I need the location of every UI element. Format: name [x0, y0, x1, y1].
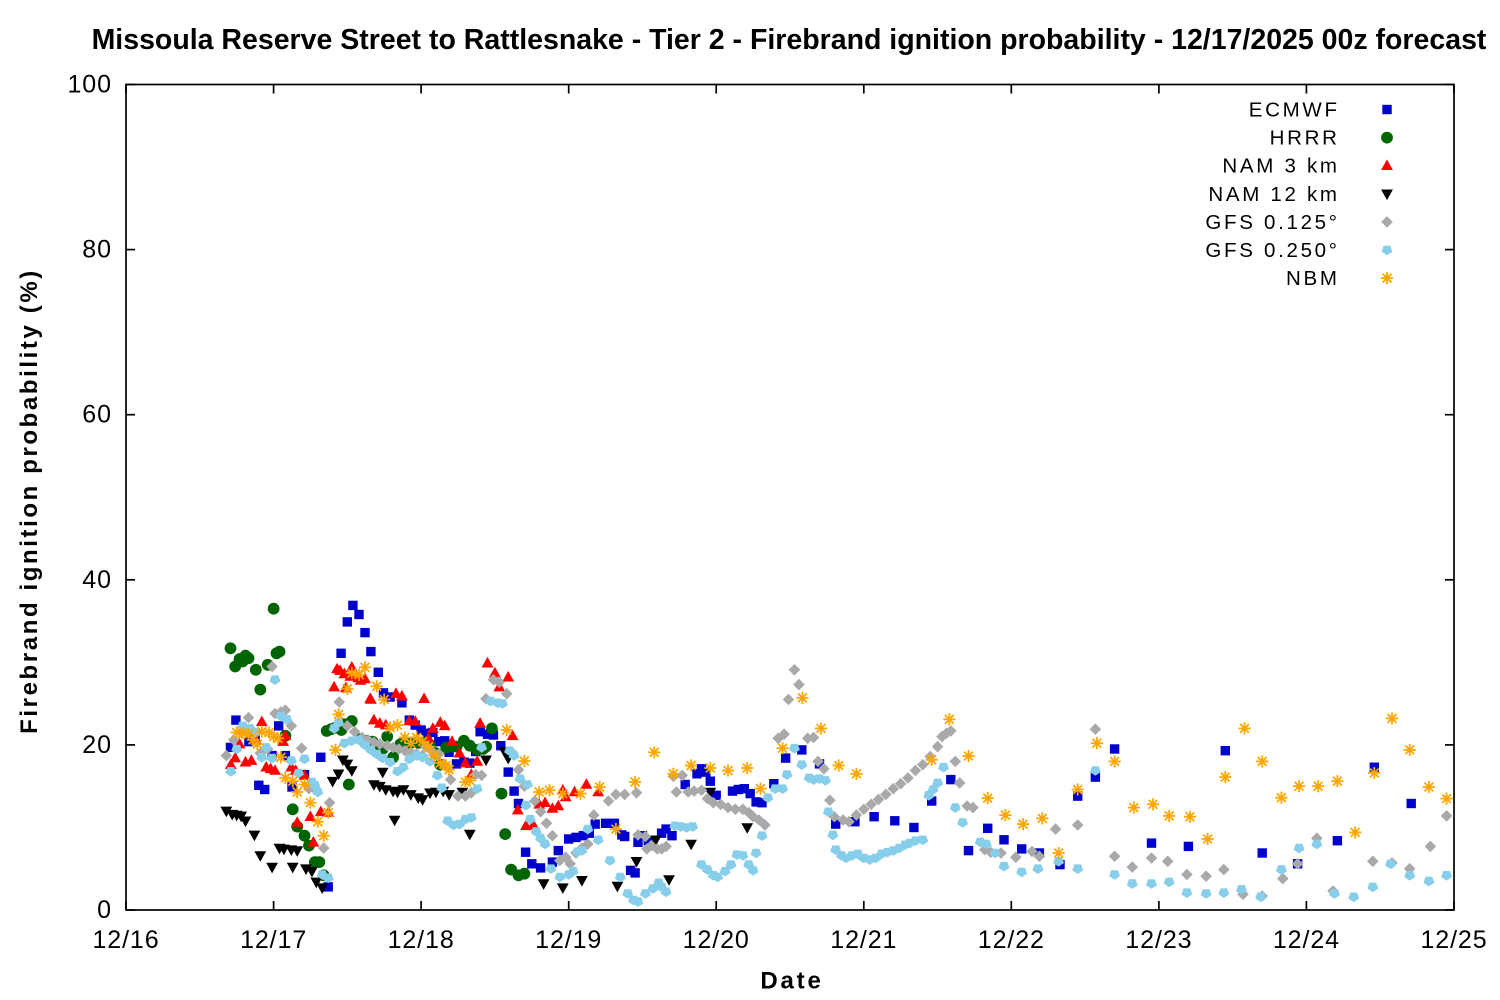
- svg-text:12/20: 12/20: [683, 926, 750, 954]
- svg-text:20: 20: [82, 731, 112, 759]
- svg-text:NBM: NBM: [1286, 267, 1340, 290]
- svg-text:HRRR: HRRR: [1270, 127, 1340, 150]
- svg-text:12/17: 12/17: [240, 926, 307, 954]
- svg-text:Date: Date: [760, 968, 823, 995]
- svg-text:12/19: 12/19: [535, 926, 602, 954]
- svg-text:Missoula Reserve Street to Rat: Missoula Reserve Street to Rattlesnake -…: [92, 24, 1487, 56]
- svg-text:12/23: 12/23: [1125, 926, 1192, 954]
- svg-text:12/16: 12/16: [92, 926, 159, 954]
- svg-text:12/21: 12/21: [830, 926, 897, 954]
- svg-text:100: 100: [67, 71, 111, 99]
- svg-text:0: 0: [97, 896, 112, 924]
- svg-text:12/18: 12/18: [388, 926, 455, 954]
- svg-text:ECMWF: ECMWF: [1249, 99, 1340, 122]
- svg-text:40: 40: [82, 566, 112, 594]
- svg-text:NAM 3 km: NAM 3 km: [1222, 155, 1339, 178]
- svg-text:GFS 0.125°: GFS 0.125°: [1205, 211, 1339, 234]
- svg-text:12/25: 12/25: [1420, 926, 1487, 954]
- svg-text:12/22: 12/22: [978, 926, 1045, 954]
- svg-text:NAM 12 km: NAM 12 km: [1208, 183, 1339, 206]
- svg-text:80: 80: [82, 236, 112, 264]
- svg-text:60: 60: [82, 401, 112, 429]
- svg-text:12/24: 12/24: [1273, 926, 1340, 954]
- svg-text:Firebrand ignition probability: Firebrand ignition probability (%): [16, 268, 43, 734]
- svg-text:GFS 0.250°: GFS 0.250°: [1205, 239, 1339, 262]
